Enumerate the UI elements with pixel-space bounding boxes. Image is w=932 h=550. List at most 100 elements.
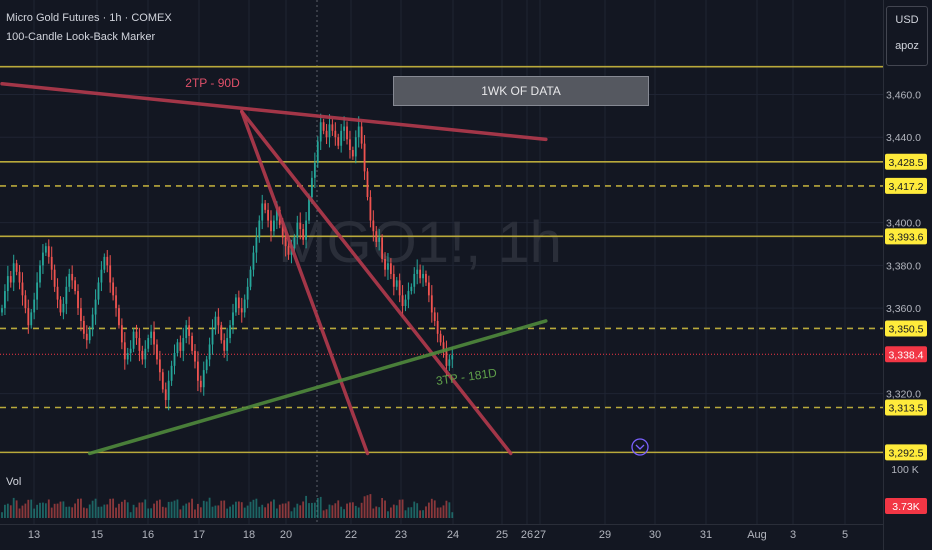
candle-body [270, 220, 272, 232]
candle-body [354, 137, 357, 157]
candle-body [173, 353, 176, 366]
volume-bar [284, 503, 287, 518]
volume-bar [123, 499, 126, 518]
volume-bar [223, 500, 226, 518]
candles [1, 113, 454, 411]
candle-body [273, 220, 275, 232]
level-price-badge [885, 177, 927, 194]
candle-body [50, 256, 53, 270]
time-tick-label: Aug [747, 529, 767, 541]
volume-bar [170, 501, 173, 518]
volume-bar [167, 501, 170, 518]
replay-icon[interactable] [631, 438, 649, 456]
candle-body [445, 350, 448, 366]
candle-body [80, 308, 82, 321]
volume-bar [82, 507, 85, 518]
volume-bar [451, 512, 454, 518]
volume-bar [36, 504, 38, 518]
candle-body [378, 237, 381, 242]
volume-bar [322, 510, 325, 518]
volume-bar [372, 508, 375, 518]
volume-axis-label: 100 K [891, 464, 918, 476]
time-axis[interactable]: 13 15 16 17 18 20 22 23 24 25 26 27 29 30 31 Aug 3 5 [28, 529, 848, 541]
candle-body [425, 273, 427, 283]
candle-body [132, 331, 135, 349]
volume-bar [80, 498, 82, 518]
volume-bar [211, 506, 214, 518]
volume-bar [267, 503, 269, 518]
volume-bar [363, 496, 366, 518]
time-tick-label: 24 [447, 529, 459, 541]
volume-bar [6, 503, 9, 518]
volume-bar [132, 504, 135, 518]
volume-bar [205, 501, 208, 518]
time-tick-label: 23 [395, 529, 407, 541]
volume-bar [331, 505, 334, 518]
volume-bar [249, 501, 252, 518]
volume-bar [366, 495, 369, 518]
candle-body [319, 122, 322, 142]
candle-body [331, 124, 334, 131]
candle-body [343, 126, 346, 131]
candle-body [82, 320, 85, 334]
volume-bar [112, 498, 115, 518]
symbol-title[interactable]: Micro Gold Futures · 1h · COMEX [6, 12, 172, 24]
candle-body [91, 314, 94, 330]
candle-body [15, 263, 18, 272]
volume-bar [261, 504, 264, 518]
level-price-label: 3,393.6 [888, 231, 923, 243]
volume-bar [18, 508, 21, 518]
volume-bar [217, 505, 220, 518]
volume-bar [422, 510, 424, 518]
volume-bar [413, 501, 416, 518]
price-tick-label: 3,400.0 [886, 218, 921, 230]
volume-bar [185, 503, 188, 518]
volume-bar [398, 499, 401, 518]
candle-body [68, 273, 71, 287]
volume-bar [273, 499, 275, 518]
volume-bar [176, 499, 179, 518]
candle-body [167, 380, 170, 401]
volume-bar [293, 507, 296, 518]
candle-body [305, 220, 307, 240]
volume-bar [419, 510, 422, 518]
price-axis[interactable]: 3,460.0 3,440.0 3,400.0 3,380.0 3,360.0 3,320… [886, 89, 921, 400]
candle-body [106, 256, 109, 266]
candle-body [138, 338, 141, 351]
currency-selector[interactable]: USD apoz [886, 6, 928, 66]
volume-bar [161, 506, 164, 518]
volume-bar [56, 503, 59, 518]
candle-body [18, 271, 21, 283]
level-price-label: 3,313.5 [888, 403, 923, 415]
volume-bar [59, 501, 62, 518]
candle-body [349, 139, 351, 151]
candle-body [284, 237, 287, 247]
volume-bar [138, 502, 141, 518]
candle-body [74, 280, 77, 292]
candle-body [340, 130, 343, 146]
time-tick-label: 31 [700, 529, 712, 541]
time-tick-label: 5 [842, 529, 848, 541]
candle-body [252, 252, 255, 270]
candle-body [381, 237, 384, 259]
candle-body [109, 265, 112, 283]
candle-body [4, 291, 6, 309]
volume-bar [27, 499, 30, 518]
indicator-name[interactable]: 100-Candle Look-Back Marker [6, 31, 156, 43]
volume-bar [106, 504, 109, 518]
volume-bar [407, 507, 410, 518]
volume-bar [21, 505, 24, 518]
horizontal-levels [0, 65, 883, 454]
candle-body [179, 342, 182, 351]
level-price-label: 3,417.2 [888, 181, 923, 193]
volume-bar [311, 502, 313, 518]
annotation-box[interactable]: 1WK OF DATA [393, 76, 649, 106]
volume-bar [47, 499, 50, 518]
volume-bar [141, 502, 144, 518]
volume-bar [74, 503, 77, 518]
volume-bar [278, 504, 281, 518]
volume-bar [115, 507, 117, 518]
volume-bar [240, 502, 243, 518]
